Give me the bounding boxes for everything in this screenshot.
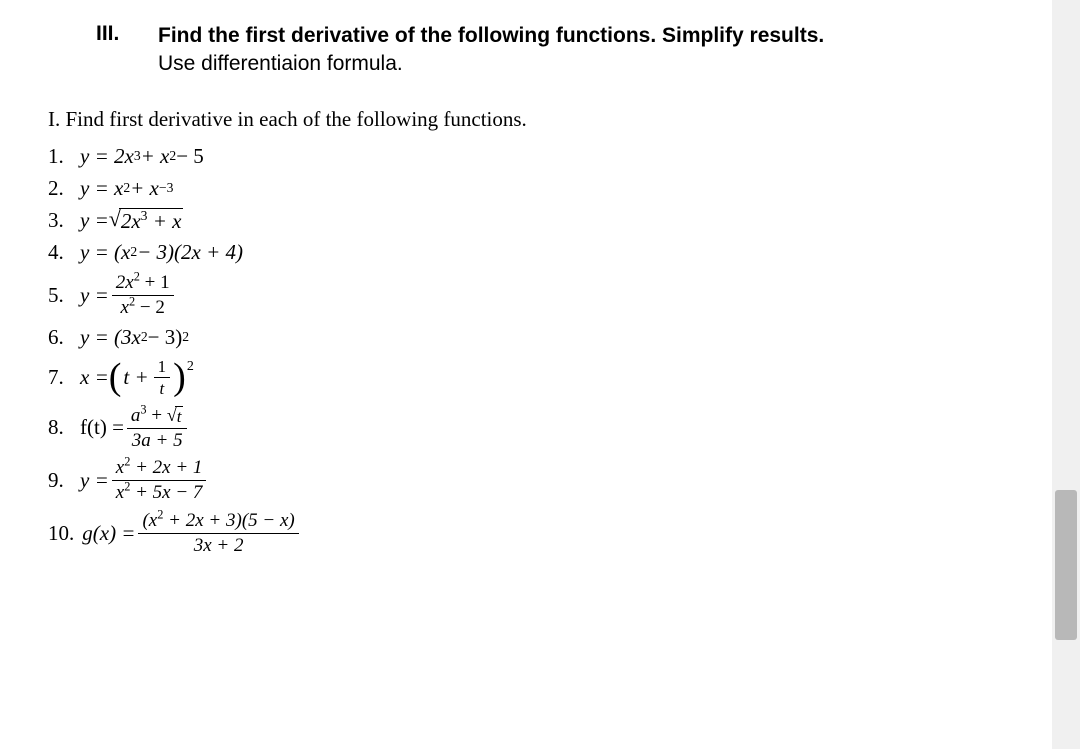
problem-number: 2. xyxy=(48,176,80,201)
math-expression: y = √ 2x3 + x xyxy=(80,208,183,233)
scrollbar-thumb[interactable] xyxy=(1055,490,1077,640)
fraction: x2 + 2x + 1 x2 + 5x − 7 xyxy=(112,457,207,504)
fraction: a3 + √t 3a + 5 xyxy=(127,405,188,452)
problem-number: 10. xyxy=(48,521,82,546)
section-header: III. Find the first derivative of the fo… xyxy=(48,22,1032,79)
math-expression: y = (x2 − 3)(2x + 4) xyxy=(80,240,243,265)
problem-2: 2. y = x2 + x−3 xyxy=(48,176,1032,201)
problem-number: 7. xyxy=(48,365,80,390)
math-expression: y = x2 + x−3 xyxy=(80,176,173,201)
problem-number: 5. xyxy=(48,283,80,308)
problem-8: 8. f(t) = a3 + √t 3a + 5 xyxy=(48,405,1032,452)
sqrt-expression: √ 2x3 + x xyxy=(109,208,184,233)
math-expression: y = (3x2 − 3)2 xyxy=(80,325,189,350)
problem-6: 6. y = (3x2 − 3)2 xyxy=(48,325,1032,350)
problem-list: 1. y = 2x3 + x2 − 5 2. y = x2 + x−3 3. y… xyxy=(48,144,1032,557)
math-expression: g(x) = (x2 + 2x + 3)(5 − x) 3x + 2 xyxy=(82,510,301,557)
header-instructions: Find the first derivative of the followi… xyxy=(158,22,1032,79)
problem-5: 5. y = 2x2 + 1 x2 − 2 xyxy=(48,272,1032,319)
right-paren-icon: ) xyxy=(173,362,186,392)
scrollbar-track[interactable] xyxy=(1052,0,1080,749)
problem-number: 9. xyxy=(48,468,80,493)
header-bold-line: Find the first derivative of the followi… xyxy=(158,24,824,47)
left-paren-icon: ( xyxy=(109,362,122,392)
roman-numeral: III. xyxy=(48,22,158,46)
paren-group: ( t + 1 t ) 2 xyxy=(109,357,194,399)
subsection-instruction: I. Find first derivative in each of the … xyxy=(48,107,1032,132)
problem-number: 6. xyxy=(48,325,80,350)
math-expression: y = 2x3 + x2 − 5 xyxy=(80,144,204,169)
problem-9: 9. y = x2 + 2x + 1 x2 + 5x − 7 xyxy=(48,457,1032,504)
math-expression: f(t) = a3 + √t 3a + 5 xyxy=(80,405,190,452)
fraction: 1 t xyxy=(154,357,171,399)
problem-3: 3. y = √ 2x3 + x xyxy=(48,208,1032,233)
math-expression: y = x2 + 2x + 1 x2 + 5x − 7 xyxy=(80,457,209,504)
math-expression: y = 2x2 + 1 x2 − 2 xyxy=(80,272,177,319)
fraction: 2x2 + 1 x2 − 2 xyxy=(112,272,174,319)
problem-number: 4. xyxy=(48,240,80,265)
fraction: (x2 + 2x + 3)(5 − x) 3x + 2 xyxy=(138,510,298,557)
problem-number: 1. xyxy=(48,144,80,169)
problem-number: 8. xyxy=(48,415,80,440)
problem-10: 10. g(x) = (x2 + 2x + 3)(5 − x) 3x + 2 xyxy=(48,510,1032,557)
problem-7: 7. x = ( t + 1 t ) 2 xyxy=(48,357,1032,399)
math-expression: x = ( t + 1 t ) 2 xyxy=(80,357,194,399)
problem-number: 3. xyxy=(48,208,80,233)
sqrt-expression: √t xyxy=(167,406,184,427)
header-normal-line: Use differentiaion formula. xyxy=(158,52,403,75)
problem-1: 1. y = 2x3 + x2 − 5 xyxy=(48,144,1032,169)
problem-4: 4. y = (x2 − 3)(2x + 4) xyxy=(48,240,1032,265)
